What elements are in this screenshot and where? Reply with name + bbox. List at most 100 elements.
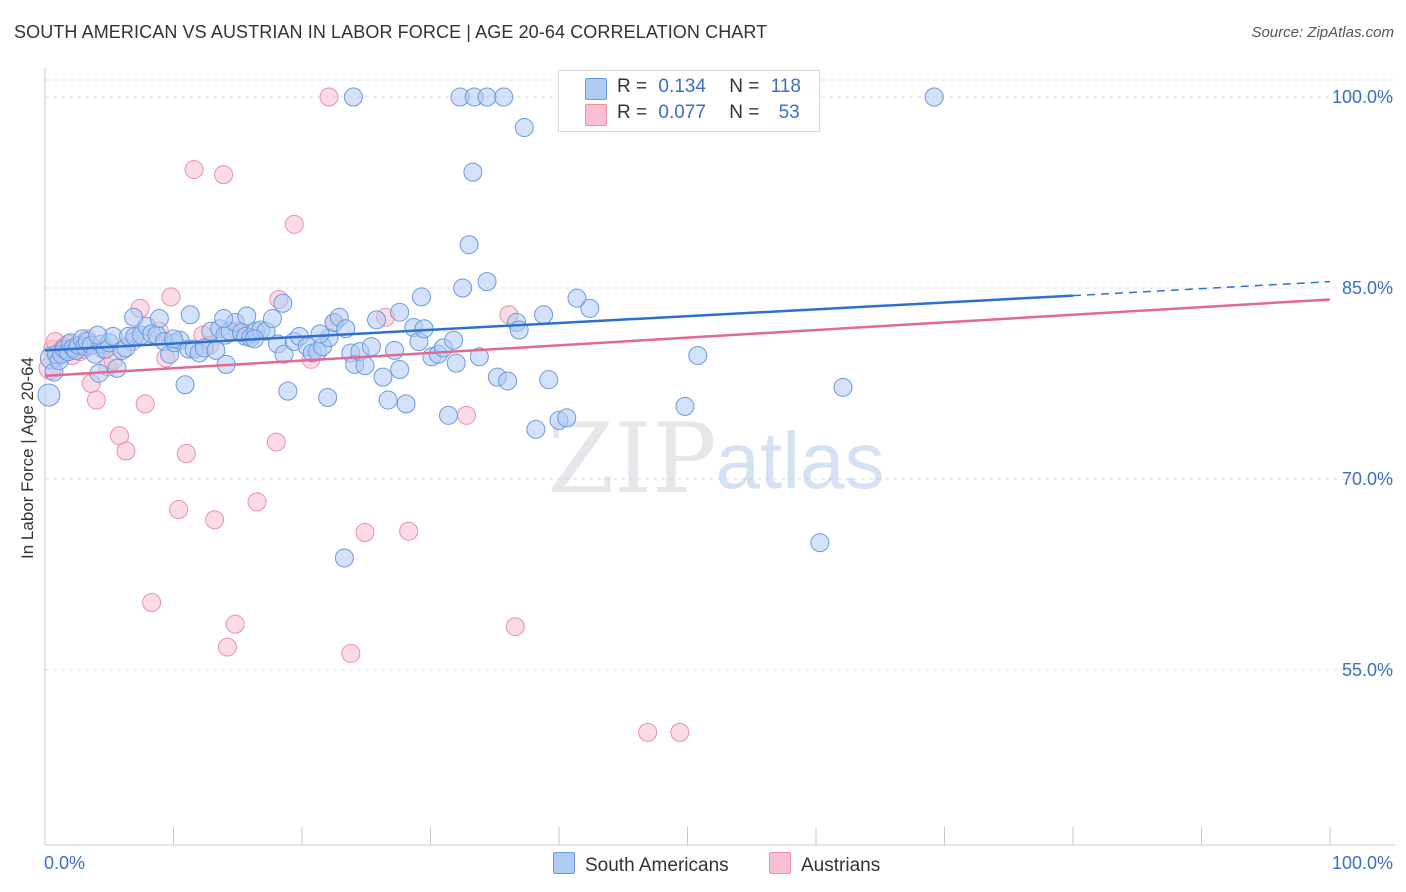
data-point (214, 165, 234, 185)
watermark-zip: ZIP (547, 403, 716, 515)
data-point (463, 162, 483, 182)
data-point (274, 344, 294, 364)
data-point (459, 235, 479, 255)
data-point (88, 325, 108, 345)
data-point (498, 371, 518, 391)
data-point (399, 521, 419, 541)
x-tick-label: 100.0% (1332, 853, 1393, 873)
legend-swatch-blue (553, 852, 575, 874)
data-point (361, 337, 381, 357)
legend-n-value: 53 (778, 102, 800, 123)
data-point (638, 722, 658, 742)
data-point (567, 288, 587, 308)
legend-swatch-blue (585, 78, 607, 100)
data-point (396, 394, 416, 414)
data-point (319, 87, 339, 107)
chart-title: SOUTH AMERICAN VS AUSTRIAN IN LABOR FORC… (14, 22, 768, 42)
data-point (214, 309, 234, 329)
data-point (924, 87, 944, 107)
legend-n-label: N = (729, 76, 760, 97)
data-point (164, 329, 183, 349)
data-point (444, 330, 464, 350)
data-point (477, 87, 497, 107)
data-point (273, 293, 293, 313)
data-point (175, 375, 195, 395)
trend-line-austrians (44, 298, 1331, 378)
trend-line-south-americans (44, 294, 1074, 352)
data-point (438, 405, 458, 425)
watermark: ZIP atlas (547, 403, 884, 515)
x-tick-label: 0.0% (44, 853, 85, 873)
y-tick-label: 85.0% (1342, 278, 1393, 298)
data-point (225, 614, 245, 634)
data-point (378, 390, 398, 410)
data-point (217, 637, 237, 657)
data-point (494, 87, 514, 107)
correlation-legend: R = 0.134 N = 118 R = 0.077 N = 53 (558, 70, 820, 132)
grid-lines (45, 79, 1395, 671)
watermark-atlas: atlas (716, 416, 885, 505)
y-tick-label: 70.0% (1342, 469, 1393, 489)
data-point (469, 347, 489, 367)
trend-lines (44, 280, 1331, 378)
data-point (341, 643, 361, 663)
data-point (343, 87, 363, 107)
legend-n-value: 118 (770, 76, 801, 97)
data-point (205, 510, 225, 530)
data-point (262, 309, 282, 329)
data-point (355, 522, 375, 542)
legend-r-label: R = (617, 76, 648, 97)
legend-item-austrians: Austrians (769, 852, 880, 877)
data-point (37, 383, 61, 407)
legend-item-south-americans: South Americans (553, 852, 729, 877)
data-point (390, 302, 410, 322)
data-point (135, 394, 155, 414)
data-point (580, 298, 600, 318)
tick-labels: 55.0% 70.0% 85.0% 100.0% 0.0% 100.0% (44, 87, 1393, 873)
y-tick-label: 55.0% (1342, 660, 1393, 680)
data-point (412, 287, 432, 307)
legend-swatch-pink (769, 852, 791, 874)
data-point (310, 324, 330, 344)
source-label: Source: ZipAtlas.com (1251, 24, 1394, 41)
data-point (116, 441, 136, 461)
data-point (169, 500, 189, 520)
data-point (477, 272, 497, 292)
y-tick-label: 100.0% (1332, 87, 1393, 107)
data-point (334, 548, 354, 568)
data-point (367, 310, 387, 330)
legend-swatch-pink (585, 104, 607, 126)
data-point (810, 533, 830, 553)
legend-r-value: 0.077 (658, 102, 706, 123)
data-point (107, 358, 127, 378)
data-point (688, 345, 708, 365)
data-point (86, 390, 106, 410)
data-point (266, 432, 286, 452)
data-point (514, 118, 534, 138)
legend-r-label: R = (617, 102, 648, 123)
data-point (318, 388, 338, 408)
data-point (247, 492, 267, 512)
data-point (373, 367, 393, 387)
data-point (505, 617, 525, 637)
legend-n-label: N = (729, 102, 760, 123)
data-point (453, 278, 473, 298)
data-point (237, 306, 257, 326)
data-point (184, 160, 204, 180)
data-point (526, 419, 546, 439)
data-point (446, 353, 466, 373)
data-point (161, 287, 181, 307)
data-point (670, 722, 690, 742)
legend-r-value: 0.134 (658, 76, 706, 97)
data-point (355, 356, 375, 376)
data-point (149, 309, 169, 329)
data-point (833, 377, 853, 397)
data-point (390, 359, 410, 379)
data-point (278, 381, 298, 401)
data-point (124, 307, 144, 327)
data-point (557, 408, 577, 428)
data-point (456, 405, 476, 425)
axes (44, 68, 1395, 846)
data-point (180, 305, 200, 325)
